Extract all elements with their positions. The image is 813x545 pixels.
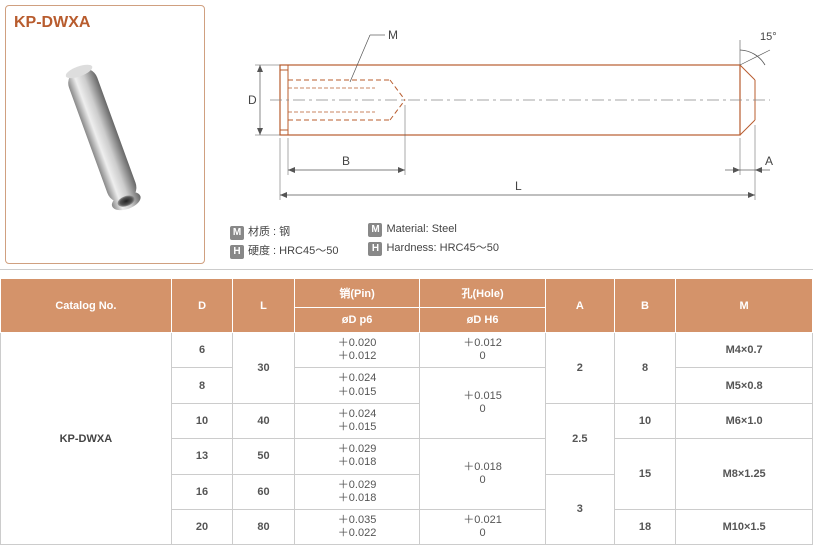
cell-b: 18	[614, 509, 676, 544]
cell-m: M5×0.8	[676, 368, 813, 403]
cell-d: 13	[171, 439, 233, 474]
cell-hole: ＋0.0120	[420, 333, 546, 368]
th-a: A	[545, 279, 614, 333]
material-notes: M材质 : 钢 H硬度 : HRC45～50 MMaterial: Steel …	[230, 223, 793, 259]
th-m: M	[676, 279, 813, 333]
angle-label: 15°	[760, 31, 777, 43]
cell-l: 50	[233, 439, 295, 474]
cell-m: M4×0.7	[676, 333, 813, 368]
cell-l: 60	[233, 474, 295, 509]
badge-h: H	[230, 245, 244, 259]
cell-pin: ＋0.020＋0.012	[294, 333, 420, 368]
cell-d: 6	[171, 333, 233, 368]
cell-a: 3	[545, 474, 614, 545]
cell-l: 80	[233, 509, 295, 544]
th-b: B	[614, 279, 676, 333]
note-en-hardness: Hardness: HRC45～50	[386, 242, 499, 254]
cell-m: M6×1.0	[676, 403, 813, 438]
cell-b: 10	[614, 403, 676, 438]
note-cn-material: 材质 : 钢	[248, 226, 290, 238]
label-L: L	[515, 179, 522, 193]
cell-catalog: KP-DWXA	[1, 333, 172, 545]
technical-diagram: 15° M D B	[210, 0, 813, 269]
badge-m: M	[230, 226, 244, 240]
cell-pin: ＋0.029＋0.018	[294, 474, 420, 509]
cell-pin: ＋0.035＋0.022	[294, 509, 420, 544]
cell-d: 10	[171, 403, 233, 438]
note-en-material: Material: Steel	[386, 223, 456, 235]
cell-a: 2.5	[545, 403, 614, 474]
cell-pin: ＋0.024＋0.015	[294, 368, 420, 403]
cell-d: 16	[171, 474, 233, 509]
cell-d: 8	[171, 368, 233, 403]
spec-table: Catalog No. D L 销(Pin) 孔(Hole) A B M øD …	[0, 278, 813, 545]
cell-m: M10×1.5	[676, 509, 813, 544]
label-D: D	[248, 93, 257, 107]
th-d: D	[171, 279, 233, 333]
cell-b: 8	[614, 333, 676, 404]
cell-a: 2	[545, 333, 614, 404]
cell-m: M8×1.25	[676, 439, 813, 510]
th-pin: 销(Pin)	[294, 279, 420, 308]
badge-m: M	[368, 223, 382, 237]
th-hole: 孔(Hole)	[420, 279, 546, 308]
cell-l: 40	[233, 403, 295, 438]
product-title: KP-DWXA	[14, 14, 196, 32]
cell-pin: ＋0.024＋0.015	[294, 403, 420, 438]
label-B: B	[342, 154, 350, 168]
cell-l: 30	[233, 333, 295, 404]
th-catalog: Catalog No.	[1, 279, 172, 333]
cell-d: 20	[171, 509, 233, 544]
cell-pin: ＋0.029＋0.018	[294, 439, 420, 474]
cell-hole: ＋0.0210	[420, 509, 546, 544]
note-cn-hardness: 硬度 : HRC45～50	[248, 245, 338, 257]
cell-b: 15	[614, 439, 676, 510]
label-M: M	[388, 28, 398, 42]
cell-hole: ＋0.0180	[420, 439, 546, 510]
label-A: A	[765, 154, 773, 168]
product-card: KP-DWXA	[5, 5, 205, 264]
th-pin-sub: øD p6	[294, 308, 420, 333]
th-l: L	[233, 279, 295, 333]
badge-h: H	[368, 242, 382, 256]
th-hole-sub: øD H6	[420, 308, 546, 333]
cell-hole: ＋0.0150	[420, 368, 546, 439]
product-render	[14, 40, 194, 240]
